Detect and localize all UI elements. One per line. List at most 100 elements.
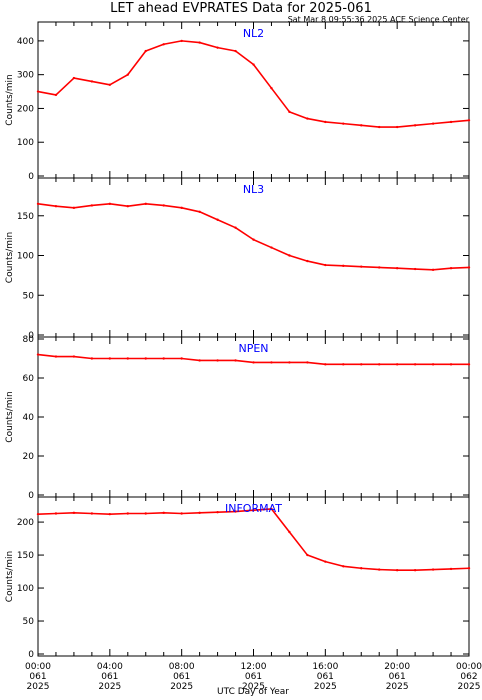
- data-point: [108, 202, 112, 206]
- data-point: [234, 510, 237, 513]
- x-axis: 00:00061202504:00061202508:00061202512:0…: [25, 662, 482, 692]
- panel-informat: 0 50 100 150 200 Counts/min INFORMAT: [5, 496, 471, 660]
- x-tick-label-day: 061: [29, 672, 46, 682]
- y-tick-label: 100: [17, 252, 34, 262]
- series-line-nl3: [37, 203, 470, 271]
- data-point: [36, 202, 40, 206]
- y-tick-label: 40: [23, 413, 35, 423]
- y-tick-label: 50: [23, 617, 35, 627]
- data-point: [180, 512, 183, 515]
- data-point: [144, 512, 147, 515]
- data-point: [288, 110, 291, 114]
- chart-title: LET ahead EVPRATES Data for 2025-061: [110, 1, 372, 16]
- data-point: [198, 210, 201, 213]
- data-point: [126, 357, 129, 360]
- data-point: [270, 361, 273, 364]
- data-point: [306, 117, 309, 120]
- x-tick-label-year: 2025: [458, 682, 481, 692]
- data-point: [342, 122, 345, 125]
- panel-frame: [37, 177, 470, 338]
- data-point: [270, 246, 273, 249]
- data-point: [324, 363, 327, 366]
- data-point: [180, 206, 183, 210]
- y-tick-label: 200: [17, 518, 34, 528]
- data-point: [108, 512, 112, 516]
- data-point: [216, 46, 219, 49]
- data-point: [180, 39, 183, 43]
- data-point: [413, 124, 417, 127]
- data-point: [378, 363, 381, 366]
- x-tick-label-time: 08:00: [169, 662, 195, 672]
- data-point: [413, 569, 417, 572]
- x-tick-label-year: 2025: [386, 682, 409, 692]
- x-tick-label-day: 061: [389, 672, 406, 682]
- y-axis-label: Counts/min: [5, 232, 15, 283]
- data-point: [431, 122, 435, 125]
- y-tick-label: 0: [28, 172, 34, 182]
- data-point: [360, 363, 363, 366]
- data-point: [252, 63, 255, 66]
- data-point: [395, 125, 399, 129]
- data-point: [395, 363, 399, 366]
- data-point: [324, 560, 327, 563]
- data-point: [126, 512, 129, 515]
- data-point: [198, 41, 201, 44]
- x-tick-label-year: 2025: [242, 682, 265, 692]
- data-point: [324, 263, 327, 267]
- y-tick-label: 300: [17, 71, 34, 81]
- data-point: [216, 510, 219, 514]
- series-line-nl2: [37, 40, 470, 128]
- series-line-informat: [37, 508, 470, 572]
- data-point: [360, 567, 363, 570]
- data-point: [342, 363, 345, 366]
- y-tick-label: 150: [17, 212, 34, 222]
- y-tick-label: 0: [28, 491, 34, 501]
- data-point: [162, 43, 165, 46]
- data-point: [162, 357, 165, 360]
- data-point: [324, 120, 327, 124]
- data-point: [378, 125, 381, 129]
- data-point: [360, 265, 363, 268]
- x-tick-label-time: 16:00: [312, 662, 338, 672]
- y-axis-label: Counts/min: [5, 74, 15, 125]
- data-point: [467, 363, 471, 366]
- data-point: [270, 86, 273, 90]
- data-point: [36, 90, 40, 93]
- data-point: [216, 218, 219, 221]
- data-point: [36, 353, 40, 356]
- data-point: [270, 507, 273, 511]
- y-tick-label: 60: [23, 374, 35, 384]
- data-point: [252, 361, 255, 364]
- data-point: [360, 124, 363, 127]
- data-point: [198, 511, 201, 515]
- data-point: [144, 202, 147, 206]
- timestamp-label: Sat Mar 8 09:55:36 2025 ACE Science Cent…: [288, 15, 470, 24]
- panel-name-label: INFORMAT: [225, 502, 282, 515]
- data-point: [144, 49, 147, 53]
- data-point: [90, 357, 94, 360]
- x-tick-label-year: 2025: [170, 682, 193, 692]
- data-point: [431, 268, 435, 272]
- data-point: [288, 361, 291, 364]
- x-axis-label: UTC Day of Year: [217, 687, 289, 697]
- data-point: [431, 363, 435, 366]
- x-tick-label-time: 12:00: [241, 662, 267, 672]
- data-point: [306, 361, 309, 364]
- data-point: [467, 119, 471, 122]
- data-point: [198, 359, 201, 362]
- data-point: [467, 266, 471, 269]
- data-point: [467, 567, 471, 570]
- data-point: [36, 512, 40, 516]
- data-point: [306, 259, 309, 263]
- y-tick-label: 100: [17, 138, 34, 148]
- x-tick-label-time: 00:00: [25, 662, 51, 672]
- y-tick-label: 400: [17, 37, 34, 47]
- y-tick-label: 80: [23, 335, 35, 345]
- data-point: [144, 357, 147, 360]
- data-point: [234, 359, 237, 362]
- y-axis-label: Counts/min: [5, 551, 15, 602]
- data-point: [234, 226, 237, 229]
- data-point: [413, 363, 417, 366]
